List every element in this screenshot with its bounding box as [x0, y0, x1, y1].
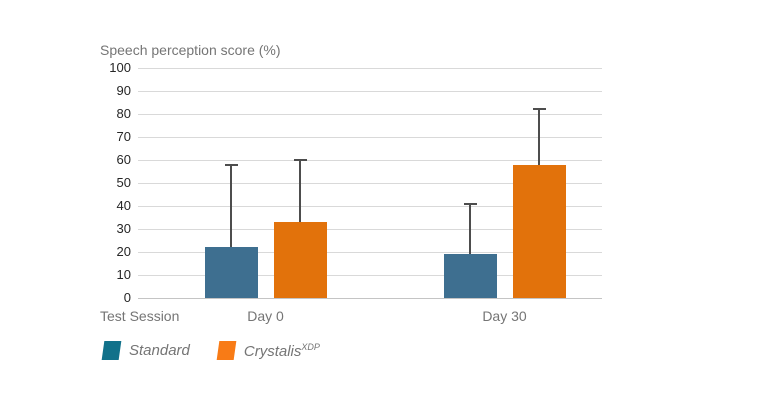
y-tick-label: 90	[116, 83, 131, 98]
x-tick-label-day30: Day 30	[482, 308, 527, 324]
error-bar-cap	[224, 163, 238, 166]
legend-item-crystalis: CrystalisXDP	[216, 341, 320, 360]
error-bar-cap	[293, 159, 307, 161]
plot-area	[138, 67, 602, 299]
error-bar-line	[538, 109, 540, 165]
error-bar-line	[469, 203, 471, 255]
y-tick-label: 0	[123, 290, 131, 305]
gridline	[138, 274, 602, 276]
x-axis-line	[138, 297, 602, 299]
gridline	[138, 67, 602, 69]
gridline	[138, 159, 602, 161]
gridline	[138, 251, 602, 253]
legend-swatch-crystalis	[216, 341, 237, 360]
bar-standard-day30	[443, 254, 497, 298]
y-tick-label: 50	[116, 175, 131, 190]
bar-crystalisxdp-day30	[512, 164, 566, 298]
legend-swatch-standard	[101, 341, 122, 360]
y-tick-label: 40	[116, 198, 131, 213]
y-tick-label: 70	[116, 129, 131, 144]
legend: Standard CrystalisXDP	[101, 341, 348, 360]
bar-crystalisxdp-day0	[273, 222, 327, 298]
gridline	[138, 228, 602, 230]
gridline	[138, 182, 602, 184]
bar-standard-day0	[204, 247, 258, 298]
chart-title: Speech perception score (%)	[100, 42, 281, 58]
error-bar-cap	[463, 202, 477, 205]
legend-item-standard: Standard	[101, 341, 190, 360]
error-bar-cap	[532, 108, 546, 111]
y-tick-label: 10	[116, 267, 131, 282]
y-tick-label: 60	[116, 152, 131, 167]
x-tick-label-day0: Day 0	[247, 308, 284, 324]
y-tick-label: 100	[109, 60, 131, 75]
gridline	[138, 90, 602, 92]
x-axis-title: Test Session	[100, 308, 180, 324]
gridline	[138, 205, 602, 207]
gridline	[138, 136, 602, 138]
legend-label-crystalis: CrystalisXDP	[243, 341, 320, 360]
error-bar-line	[230, 164, 232, 248]
gridline	[138, 113, 602, 115]
y-tick-label: 30	[116, 221, 131, 236]
error-bar-line	[299, 160, 301, 223]
y-tick-label: 20	[116, 244, 131, 259]
legend-label-standard: Standard	[129, 342, 190, 359]
y-tick-label: 80	[116, 106, 131, 121]
